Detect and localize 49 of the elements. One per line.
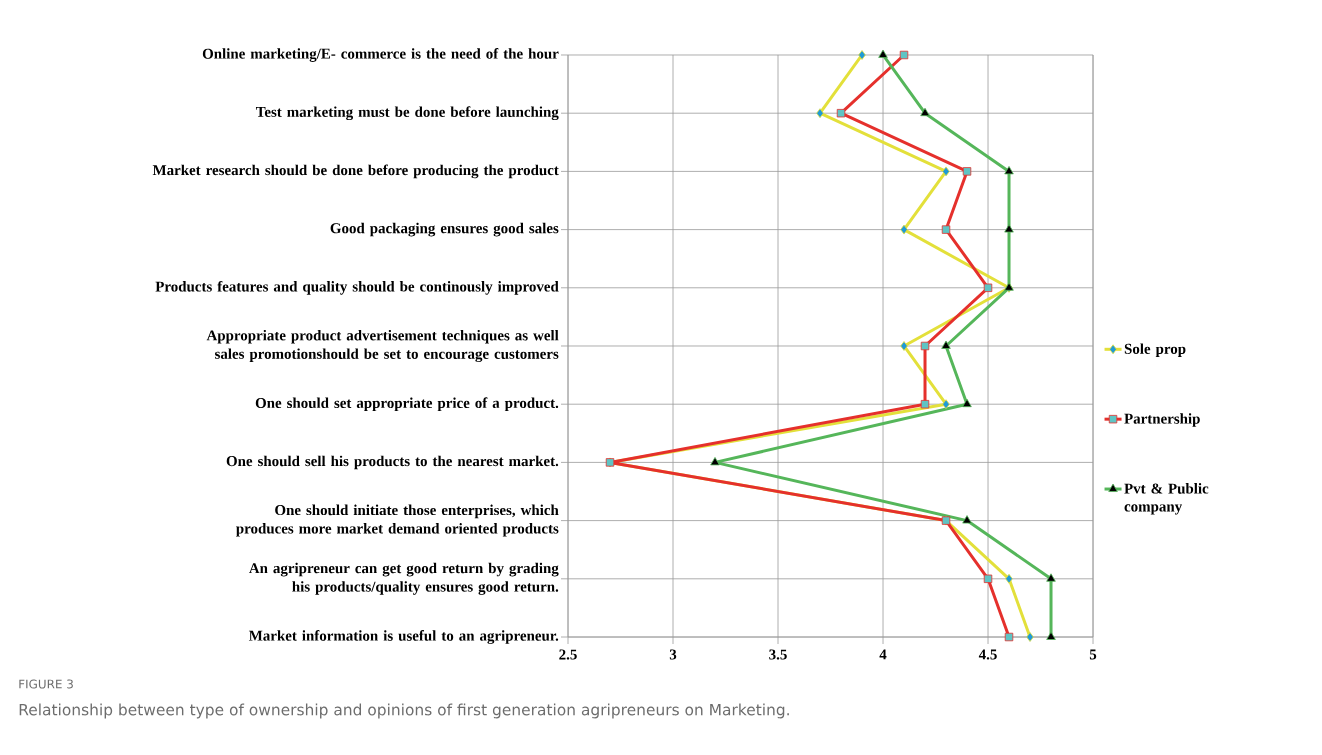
point [1005,573,1013,584]
point [816,108,824,119]
point [836,108,846,118]
x-tick-label: 4.5 [978,649,997,660]
point [710,457,720,466]
point [983,283,993,292]
x-tick-label: 2.5 [559,649,577,660]
point [1026,632,1034,642]
legend-label: Partnership [1124,413,1200,427]
text: Relationship between type of ownership and opinions of first generation agripreneurs on Marketing. [19,703,789,719]
point [983,574,993,583]
y-tick-label: Market research should be done before producing the product [152,164,559,179]
point [900,224,908,235]
point [878,49,888,58]
point [920,107,930,117]
point [941,225,951,234]
point [899,50,909,60]
point [962,167,972,176]
x-tick-label: 5 [1089,649,1097,660]
point [900,341,908,351]
point [858,50,866,60]
y-tick-label: Market information is useful to an agripreneur. [248,630,559,644]
y-tick-label: One should sell his products to the nearest market. [226,455,559,470]
y-tick-label: One should set appropriate price of a product. [255,397,559,412]
point [962,398,972,408]
y-tick-label: Online marketing/E- commerce is the need of the hour [202,48,559,62]
y-tick-label: Test marketing must be done before launching [255,106,559,121]
x-tick-label: 4 [879,649,887,660]
y-tick-label: Appropriate product advertisement techniques as well sales promotionshould be set to encourage customers [206,329,559,363]
point [942,166,950,177]
caption: FIGURE 3 [19,679,73,689]
point [1004,165,1014,175]
point [1046,631,1056,640]
legend-label: Pvt & Public company [1124,483,1209,515]
point [942,399,950,410]
point [962,515,972,524]
y-tick-label: Products features and quality should be continously improved [155,280,559,295]
y-tick-label: Good packaging ensures good sales [330,222,559,237]
y-tick-label: One should initiate those enterprises, which produces more market demand oriented products [236,504,559,537]
y-tick-label: An agripreneur can get good return by grading his products/quality ensures good return. [248,562,559,595]
legend-label: Sole prop [1124,343,1186,357]
point [1004,632,1014,642]
point [941,340,951,349]
point [920,341,930,351]
x-tick-label: 3 [669,649,677,660]
x-tick-label: 3.5 [769,649,787,660]
point [1004,224,1014,233]
point [1046,573,1056,582]
point [920,400,930,409]
